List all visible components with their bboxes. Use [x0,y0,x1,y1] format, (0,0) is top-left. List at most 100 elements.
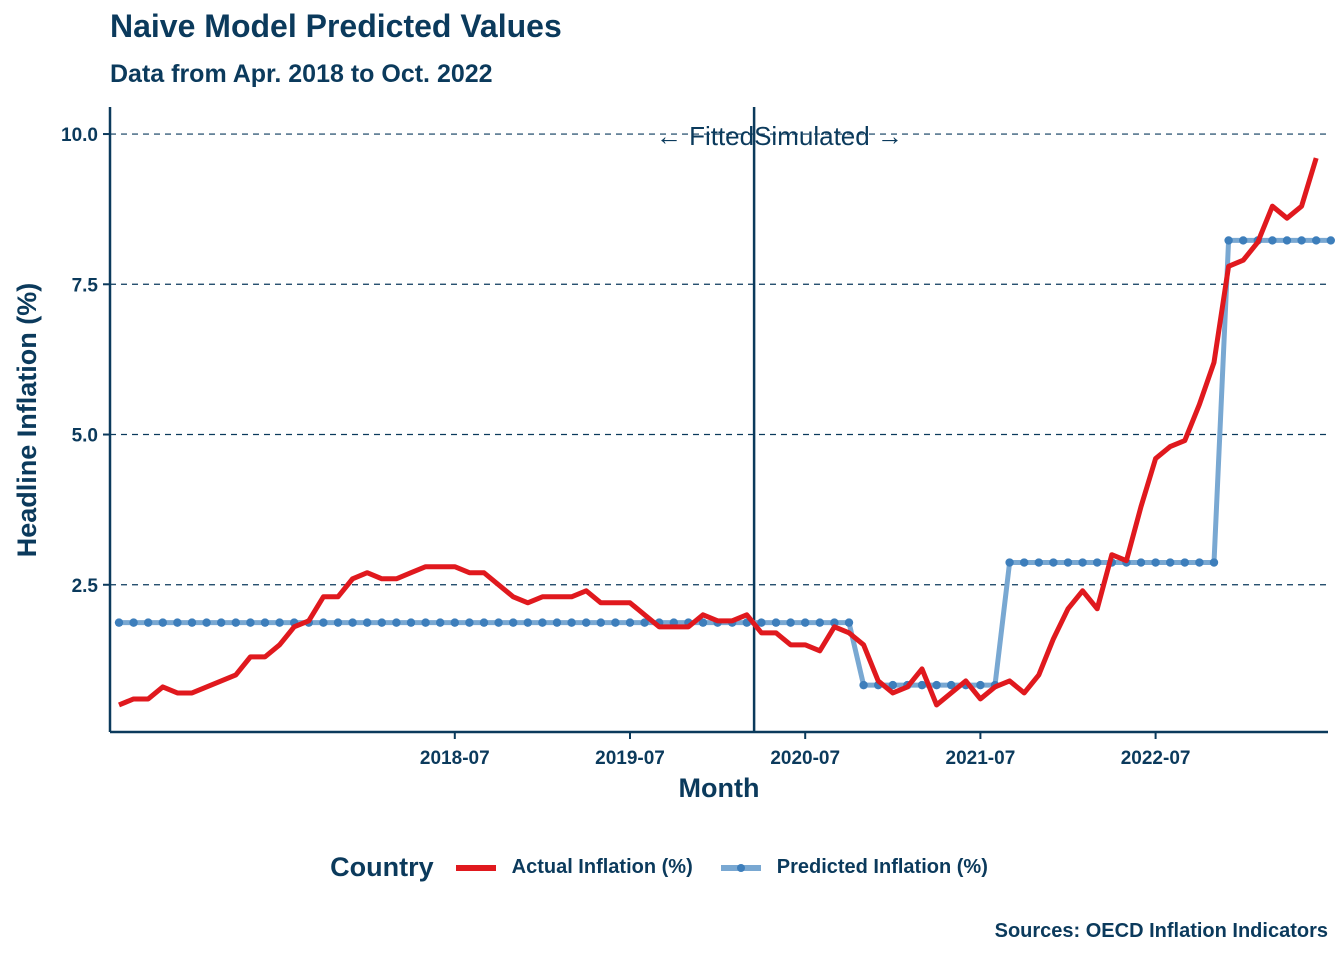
x-tick-label: 2022-07 [1121,748,1191,769]
predicted-point [1063,558,1073,567]
predicted-point [479,618,489,627]
simulated-annotation: Simulated → [754,121,903,151]
predicted-point [698,618,708,627]
predicted-point [377,618,386,627]
legend-label-actual: Actual Inflation (%) [511,856,693,878]
predicted-point [465,618,474,627]
actual-inflation-line [118,157,1319,708]
predicted-point [552,618,562,627]
predicted-point [932,680,941,690]
predicted-point [333,618,343,627]
predicted-point [1326,236,1336,245]
predicted-point [523,618,532,627]
predicted-point [640,618,649,627]
predicted-point [1224,236,1233,245]
y-tick-label: 10.0 [61,125,98,146]
y-tick-label: 2.5 [72,576,99,597]
predicted-point [348,618,357,627]
predicted-point [1239,236,1248,245]
legend-key-actual [455,864,496,871]
legend: Country Actual Inflation (%) Predicted I… [0,852,1344,883]
predicted-point [859,680,868,690]
x-tick-label: 2018-07 [420,748,490,769]
legend-item-actual: Actual Inflation (%) [454,856,693,879]
predicted-point [1034,558,1044,567]
predicted-point [801,618,810,627]
legend-title: Country [330,852,434,882]
predicted-point [1049,558,1058,567]
predicted-point [888,680,897,690]
predicted-point [567,618,576,627]
y-tick-label: 7.5 [72,275,99,296]
predicted-point [129,618,138,627]
predicted-point [1297,236,1306,245]
predicted-point [1078,558,1087,567]
predicted-point [830,618,839,627]
predicted-point [406,618,416,627]
predicted-point [231,618,240,627]
predicted-point [1093,558,1102,567]
y-tick-label: 5.0 [72,426,98,447]
predicted-point [1151,558,1160,567]
predicted-point [173,618,182,627]
predicted-point [363,618,372,627]
predicted-point [1268,236,1277,245]
predicted-point [538,618,547,627]
tick-labels: 2.5 5.0 7.5 10.0 2018-07 2019-07 2020-07 2021-0… [61,125,1190,769]
gridlines [110,133,1328,586]
predicted-point [217,618,226,627]
predicted-point [1209,558,1219,567]
x-axis-title: Month [679,773,760,803]
predicted-point [158,618,167,627]
predicted-point [1282,236,1292,245]
predicted-point [1019,558,1029,567]
predicted-inflation-points [114,236,1336,690]
predicted-point [1195,558,1204,567]
y-axis-title: Headline Inflation (%) [12,283,42,558]
predicted-point [786,618,795,627]
predicted-point [246,618,255,627]
predicted-point [844,618,854,627]
predicted-point [392,618,401,627]
predicted-point [202,618,211,627]
predicted-point [625,618,635,627]
predicted-point [947,680,956,690]
x-tick-label: 2020-07 [770,748,840,769]
fitted-annotation: ← Fitted [656,121,754,151]
x-tick-label: 2019-07 [595,748,665,769]
predicted-point [144,618,153,627]
chart-title: Naive Model Predicted Values [110,8,562,44]
predicted-point [1312,236,1321,245]
axes [108,107,1328,734]
legend-key-predicted [720,863,761,872]
predicted-point [275,618,284,627]
source-caption: Sources: OECD Inflation Indicators [994,920,1328,942]
predicted-point [582,618,591,627]
predicted-point [815,618,824,627]
predicted-point [1136,558,1146,567]
predicted-point [494,618,503,627]
x-tick-label: 2021-07 [946,748,1016,769]
predicted-point [260,618,270,627]
predicted-point [611,618,620,627]
legend-item-predicted: Predicted Inflation (%) [719,856,988,879]
predicted-point [1005,558,1014,567]
predicted-point [114,618,124,627]
predicted-point [319,618,328,627]
predicted-point [187,618,197,627]
predicted-point [596,618,605,627]
predicted-point [757,618,766,627]
chart-subtitle: Data from Apr. 2018 to Oct. 2022 [110,60,493,88]
predicted-point [450,618,459,627]
series-lines [114,157,1336,708]
predicted-point [1166,558,1175,567]
line-chart: 2.5 5.0 7.5 10.0 2018-07 2019-07 2020-07 2021-0… [12,107,1336,803]
predicted-point [421,618,430,627]
legend-label-predicted: Predicted Inflation (%) [776,856,988,878]
predicted-point [436,618,445,627]
predicted-point [771,618,781,627]
predicted-point [1180,558,1190,567]
predicted-point [976,680,985,690]
predicted-point [917,680,927,690]
predicted-point [509,618,518,627]
